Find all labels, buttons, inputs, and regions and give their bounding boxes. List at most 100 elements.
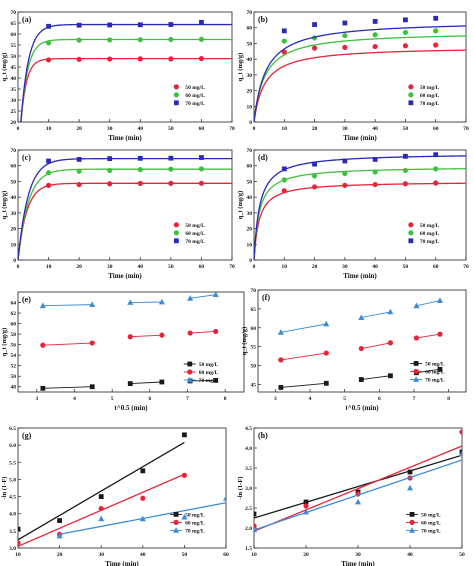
data-point: [46, 23, 51, 29]
data-point: [437, 331, 443, 337]
panel-label: (f): [262, 293, 270, 302]
data-point: [372, 157, 378, 162]
y-tick-label: 4.0: [9, 512, 16, 518]
data-point: [127, 299, 134, 305]
series-3: [18, 155, 232, 260]
plot-area: [39, 292, 219, 391]
data-point: [159, 379, 165, 385]
data-point: [278, 357, 284, 363]
segment-line: [42, 342, 93, 346]
data-point: [402, 167, 409, 174]
y-tick-label: 48: [11, 385, 17, 391]
data-point: [281, 49, 287, 55]
series-2: [18, 472, 187, 547]
y-tick-label: 30: [11, 211, 17, 217]
data-point: [187, 330, 193, 336]
legend-label: 60 mg/L: [199, 370, 219, 376]
data-point: [137, 180, 143, 187]
data-point: [254, 526, 257, 533]
legend-marker: [173, 100, 179, 106]
x-tick-label: 60: [433, 126, 439, 132]
data-point: [76, 157, 82, 162]
x-tick-label: 5: [111, 396, 114, 402]
series-1: [40, 378, 219, 391]
data-point: [159, 332, 165, 338]
x-tick-label: 10: [282, 264, 288, 270]
x-tick-label: 70: [229, 126, 235, 132]
x-tick-label: 10: [282, 126, 288, 132]
y-axis-label: q_t (mg/g): [241, 327, 248, 356]
x-tick-label: 5: [343, 396, 346, 402]
data-point: [139, 515, 146, 522]
fit-line: [18, 182, 232, 260]
y-tick-label: 50: [247, 41, 253, 47]
data-point: [254, 511, 257, 517]
plot-area: [254, 152, 466, 260]
y-tick-label: 60: [11, 164, 17, 170]
data-point: [76, 37, 82, 43]
panel-label: (c): [22, 153, 31, 162]
data-point: [76, 181, 82, 188]
legend: 50 mg/L 60 mg/L 70 mg/L: [173, 84, 205, 107]
panel-g: 10 20 30 40 50 60 3.0 3.5 4.0 4.5 5.0 5.5 6.0 6.5 Time…: [1, 426, 229, 566]
data-point: [137, 56, 143, 62]
x-axis-label: t^0.5 (min): [114, 404, 148, 412]
y-tick-label: 2.5: [245, 506, 252, 512]
x-tick-label: 60: [433, 264, 439, 270]
x-tick-label: 7: [413, 396, 416, 402]
series-2: [20, 36, 232, 122]
legend-marker: [408, 92, 414, 98]
plot-area: [18, 155, 232, 260]
data-point: [137, 167, 143, 173]
x-tick-label: 8: [447, 396, 450, 402]
series-1: [18, 432, 187, 541]
data-point: [127, 334, 133, 340]
data-point: [402, 29, 409, 36]
series-3: [254, 450, 462, 533]
segment-line: [416, 368, 441, 374]
y-tick-label: 35: [11, 87, 17, 93]
data-point: [76, 22, 82, 28]
legend-label: 50 mg/L: [421, 512, 441, 518]
data-point: [303, 503, 309, 509]
segment-line: [361, 375, 391, 380]
data-point: [281, 177, 287, 183]
data-point: [45, 40, 52, 46]
y-tick-label: 10: [11, 242, 17, 248]
fit-line: [18, 157, 232, 260]
data-point: [342, 20, 348, 26]
data-point: [168, 36, 174, 43]
y-tick-label: 40: [11, 195, 17, 201]
x-axis-label: Time (min): [108, 134, 142, 142]
x-tick-label: 70: [229, 264, 235, 270]
panel-label: (h): [258, 431, 268, 440]
series-2: [18, 166, 232, 260]
x-tick-label: 3: [274, 396, 277, 402]
x-axis-label: Time (min): [341, 560, 375, 566]
data-point: [372, 169, 378, 175]
series-3: [56, 495, 226, 539]
y-tick-label: 20: [11, 120, 17, 126]
data-point: [137, 22, 143, 28]
y-tick-label: 56: [11, 343, 17, 349]
legend-marker: [408, 222, 414, 228]
x-tick-label: 30: [342, 126, 348, 132]
y-tick-label: 2.0: [245, 526, 252, 532]
x-tick-label: 30: [107, 264, 113, 270]
data-point: [437, 366, 443, 372]
x-tick-label: 20: [57, 552, 63, 558]
data-point: [372, 181, 378, 188]
panel-d: 0 10 20 30 40 50 60 70 0 10 20 30 40 50 60 70 Time (min)…: [237, 148, 469, 280]
data-point: [40, 385, 46, 391]
data-point: [181, 513, 188, 520]
data-point: [459, 450, 462, 457]
legend: 50 mg/L 60 mg/L 70 mg/L: [170, 512, 205, 534]
x-tick-label: 30: [342, 264, 348, 270]
legend-marker: [173, 84, 179, 90]
legend-label: 50 mg/L: [420, 223, 440, 229]
legend-label: 70 mg/L: [185, 239, 205, 245]
y-tick-label: 20: [247, 227, 253, 233]
data-point: [168, 155, 174, 161]
series-2: [40, 328, 219, 348]
data-point: [198, 36, 205, 42]
